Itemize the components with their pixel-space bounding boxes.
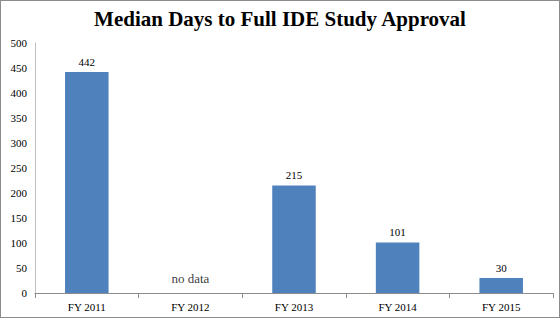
svg-text:200: 200 [11, 187, 28, 199]
svg-text:215: 215 [286, 169, 303, 181]
svg-text:FY 2011: FY 2011 [68, 301, 106, 313]
svg-text:0: 0 [22, 287, 28, 299]
svg-text:101: 101 [389, 226, 406, 238]
svg-text:450: 450 [11, 62, 28, 74]
svg-text:400: 400 [11, 87, 28, 99]
svg-text:no data: no data [171, 271, 209, 286]
svg-text:250: 250 [11, 162, 28, 174]
svg-text:FY 2013: FY 2013 [275, 301, 314, 313]
svg-text:150: 150 [11, 212, 28, 224]
svg-text:FY 2015: FY 2015 [482, 301, 521, 313]
svg-text:FY 2012: FY 2012 [171, 301, 209, 313]
svg-text:300: 300 [11, 137, 28, 149]
svg-text:FY 2014: FY 2014 [378, 301, 417, 313]
svg-text:350: 350 [11, 112, 28, 124]
svg-text:100: 100 [11, 237, 28, 249]
svg-text:442: 442 [79, 56, 96, 68]
svg-text:30: 30 [496, 262, 508, 274]
svg-text:500: 500 [11, 37, 28, 49]
svg-text:Median Days to Full IDE Study: Median Days to Full IDE Study Approval [94, 7, 466, 31]
svg-text:50: 50 [16, 262, 28, 274]
